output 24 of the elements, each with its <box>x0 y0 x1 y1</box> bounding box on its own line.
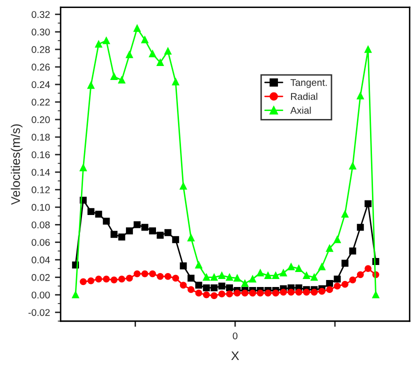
y-tick-label: 0.14 <box>32 168 50 176</box>
y-tick-label: 0.20 <box>32 116 50 124</box>
y-tick-label: 0.22 <box>32 98 50 106</box>
y-tick-label: 0.30 <box>32 28 50 36</box>
y-tick-label: 0.28 <box>32 46 50 54</box>
y-tick-label: 0.10 <box>32 204 50 211</box>
y-tick-label: 0.00 <box>32 292 50 298</box>
y-tick-label: 0.32 <box>32 11 50 18</box>
y-tick-label: 0.08 <box>32 221 50 228</box>
legend-label: Tangent. <box>290 79 327 88</box>
legend-label: Axial <box>290 106 311 114</box>
y-tick-label: 0.24 <box>32 81 50 88</box>
y-tick-label: -0.02 <box>28 309 50 316</box>
x-axis-title: X <box>231 351 240 360</box>
text: 0 <box>232 332 238 340</box>
y-tick-label: 0.06 <box>32 238 50 246</box>
y-tick-label: 0.04 <box>32 256 50 264</box>
legend-label: Radial <box>291 92 318 100</box>
y-tick-label: 0.02 <box>32 274 50 281</box>
y-tick-label: 0.16 <box>32 151 50 158</box>
y-tick-label: 0.18 <box>32 134 50 141</box>
y-axis-title: Velocities(m/s) <box>10 124 22 205</box>
y-tick-label: 0.12 <box>32 186 50 194</box>
y-tick-label: 0.26 <box>32 64 50 71</box>
